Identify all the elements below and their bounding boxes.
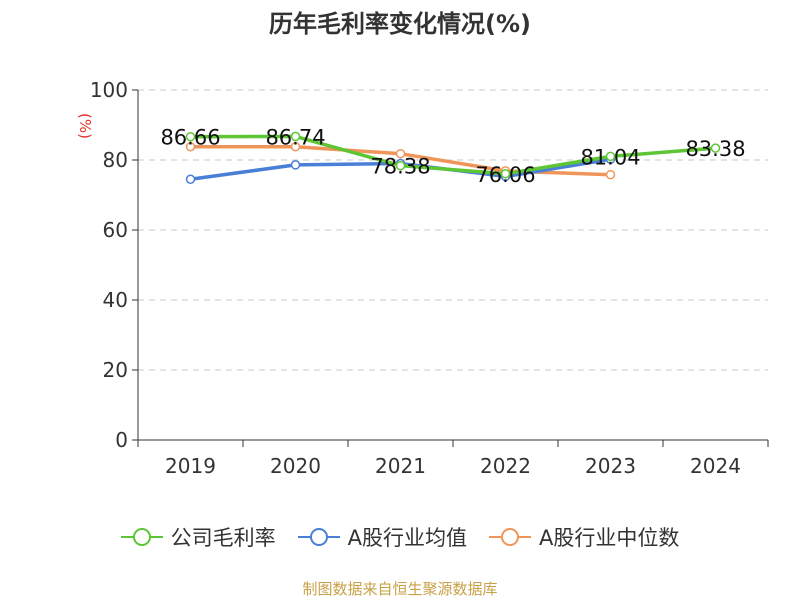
y-tick-label: 60 xyxy=(103,218,128,242)
x-tick-label: 2024 xyxy=(690,454,741,478)
y-tick-label: 80 xyxy=(103,148,128,172)
legend-label: A股行业中位数 xyxy=(539,526,680,550)
data-point xyxy=(500,169,511,179)
legend-swatch-icon xyxy=(297,528,340,546)
y-tick-label: 100 xyxy=(90,78,128,102)
source-note: 制图数据来自恒生聚源数据库 xyxy=(302,580,498,598)
data-label: 78.38 xyxy=(370,155,430,179)
legend-label: A股行业均值 xyxy=(347,526,467,550)
data-point xyxy=(185,141,196,152)
data-label: 76.06 xyxy=(475,163,535,187)
legend-swatch-icon xyxy=(120,528,163,546)
legend: 公司毛利率 A股行业均值 A股行业中位数 xyxy=(0,520,800,554)
data-point xyxy=(185,131,196,142)
x-tick-label: 2023 xyxy=(585,454,636,478)
grid-lines xyxy=(138,89,768,371)
data-point xyxy=(290,131,301,142)
data-point xyxy=(290,141,301,152)
data-label: 81.04 xyxy=(580,145,640,169)
data-point xyxy=(395,160,406,171)
x-tick-label: 2019 xyxy=(165,454,216,478)
data-point xyxy=(605,151,616,162)
series-lines xyxy=(185,131,721,184)
y-tick-label: 0 xyxy=(115,428,128,452)
data-point xyxy=(290,160,301,170)
legend-swatch-icon xyxy=(489,528,531,546)
data-point xyxy=(395,148,406,159)
legend-item[interactable]: 公司毛利率 xyxy=(120,522,276,552)
data-label: 86.66 xyxy=(160,126,220,150)
data-point xyxy=(185,174,196,184)
y-tick-label: 20 xyxy=(103,358,128,382)
legend-swatch-marker xyxy=(309,528,328,546)
data-labels: 86.66 86.74 78.38 76.06 81.04 83.38 xyxy=(160,125,745,186)
data-point xyxy=(605,169,616,180)
legend-item[interactable]: A股行业中位数 xyxy=(489,522,679,552)
legend-swatch-marker xyxy=(501,528,519,546)
chart-title: 历年毛利率变化情况(%) xyxy=(269,10,531,38)
series-line xyxy=(190,134,716,176)
x-tick-label: 2022 xyxy=(480,454,531,478)
legend-swatch-marker xyxy=(132,528,151,546)
data-label: 83.38 xyxy=(685,137,745,161)
legend-label: 公司毛利率 xyxy=(170,526,276,550)
y-axis-label: (%) xyxy=(76,113,94,139)
x-tick-label: 2021 xyxy=(375,454,426,478)
data-point xyxy=(710,143,721,153)
y-tick-label: 40 xyxy=(103,288,128,312)
axes: 0 20 40 60 80 100 2019 2020 2021 2022 2023 2024 xyxy=(90,78,769,478)
data-label: 86.74 xyxy=(265,125,325,149)
x-tick-label: 2020 xyxy=(270,454,321,478)
legend-item[interactable]: A股行业均值 xyxy=(297,522,467,552)
